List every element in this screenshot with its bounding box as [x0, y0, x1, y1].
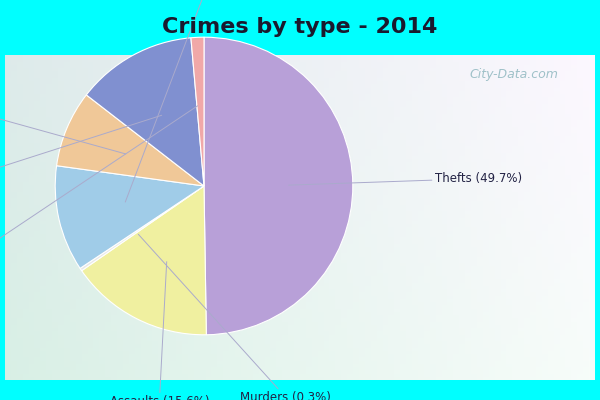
Wedge shape — [55, 166, 204, 268]
Wedge shape — [86, 38, 204, 186]
Wedge shape — [56, 95, 204, 186]
Wedge shape — [191, 37, 204, 186]
Text: Rapes (1.4%): Rapes (1.4%) — [0, 106, 197, 279]
Text: Thefts (49.7%): Thefts (49.7%) — [289, 172, 522, 185]
Text: City-Data.com: City-Data.com — [469, 68, 558, 81]
Text: Murders (0.3%): Murders (0.3%) — [139, 234, 331, 400]
Wedge shape — [80, 186, 204, 271]
Text: Auto thefts (8.3%): Auto thefts (8.3%) — [0, 90, 126, 154]
Text: Robberies (11.5%): Robberies (11.5%) — [125, 0, 266, 202]
Wedge shape — [204, 37, 353, 335]
Text: Burglaries (13.1%): Burglaries (13.1%) — [0, 115, 162, 200]
Text: Assaults (15.6%): Assaults (15.6%) — [110, 262, 209, 400]
Wedge shape — [82, 186, 206, 335]
Text: Crimes by type - 2014: Crimes by type - 2014 — [163, 17, 437, 37]
